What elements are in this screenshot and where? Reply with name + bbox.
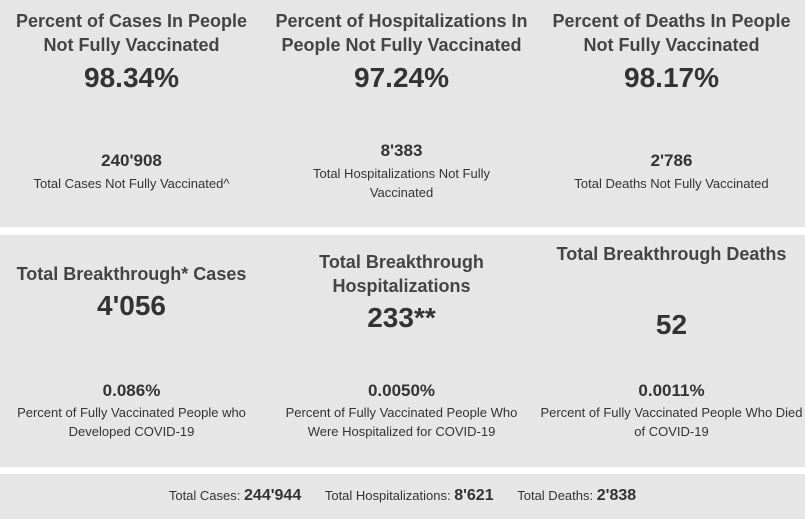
hosp-not-vaccinated-title: Percent of Hospitalizations In People No…	[275, 11, 528, 55]
deaths-not-vaccinated-percent: 98.17%	[624, 62, 719, 93]
total-cases-value: 244'944	[244, 487, 302, 504]
hosp-not-vaccinated-percent: 97.24%	[354, 62, 449, 93]
breakthrough-hosp-percent: 0.0050%	[367, 381, 436, 400]
cases-not-vaccinated-label: Total Cases Not Fully Vaccinated^	[33, 176, 230, 191]
breakthrough-hosp-title: Total Breakthrough Hospitalizations	[319, 252, 484, 296]
deaths-not-vaccinated-label: Total Deaths Not Fully Vaccinated	[574, 176, 769, 191]
breakthrough-cases-total: 4'056	[97, 290, 166, 321]
breakthrough-deaths-total: 52	[655, 309, 688, 340]
totals-panel: Total Cases: 244'944 Total Hospitalizati…	[0, 474, 805, 519]
breakthrough-hosp-total: 233**	[367, 302, 436, 333]
total-cases: Total Cases: 244'944	[169, 487, 301, 505]
cases-not-vaccinated-title: Percent of Cases In People Not Fully Vac…	[15, 11, 248, 55]
breakthrough-hosp-label: Percent of Fully Vaccinated People Who W…	[285, 405, 518, 439]
breakthrough-cases-title: Total Breakthrough* Cases	[16, 264, 247, 284]
breakthrough-deaths-percent: 0.0011%	[638, 381, 705, 400]
total-deaths: Total Deaths: 2'838	[517, 487, 636, 505]
breakthrough-panel: Total Breakthrough* Cases 4'056 0.086% P…	[0, 235, 805, 467]
not-vaccinated-panel: Percent of Cases In People Not Fully Vac…	[0, 0, 805, 227]
breakthrough-cases-label: Percent of Fully Vaccinated People who D…	[17, 405, 246, 439]
breakthrough-deaths-label: Percent of Fully Vaccinated People Who D…	[540, 405, 803, 439]
hosp-not-vaccinated-label: Total Hospitalizations Not Fully Vaccina…	[312, 166, 491, 200]
totals-row: Total Cases: 244'944 Total Hospitalizati…	[0, 487, 805, 505]
total-hospitalizations: Total Hospitalizations: 8'621	[325, 487, 494, 505]
total-cases-label: Total Cases:	[168, 488, 241, 503]
total-hospitalizations-label: Total Hospitalizations:	[324, 488, 451, 503]
cases-not-vaccinated-percent: 98.34%	[84, 62, 179, 93]
hosp-not-vaccinated-count: 8'383	[380, 141, 423, 160]
cases-not-vaccinated-count: 240'908	[101, 151, 162, 170]
breakthrough-deaths-title: Total Breakthrough Deaths	[556, 244, 787, 264]
deaths-not-vaccinated-count: 2'786	[650, 151, 693, 170]
breakthrough-cases-percent: 0.086%	[102, 381, 161, 400]
deaths-not-vaccinated-title: Percent of Deaths In People Not Fully Va…	[552, 11, 791, 55]
total-deaths-label: Total Deaths:	[517, 488, 594, 503]
total-hospitalizations-value: 8'621	[454, 487, 494, 504]
total-deaths-value: 2'838	[596, 487, 637, 504]
